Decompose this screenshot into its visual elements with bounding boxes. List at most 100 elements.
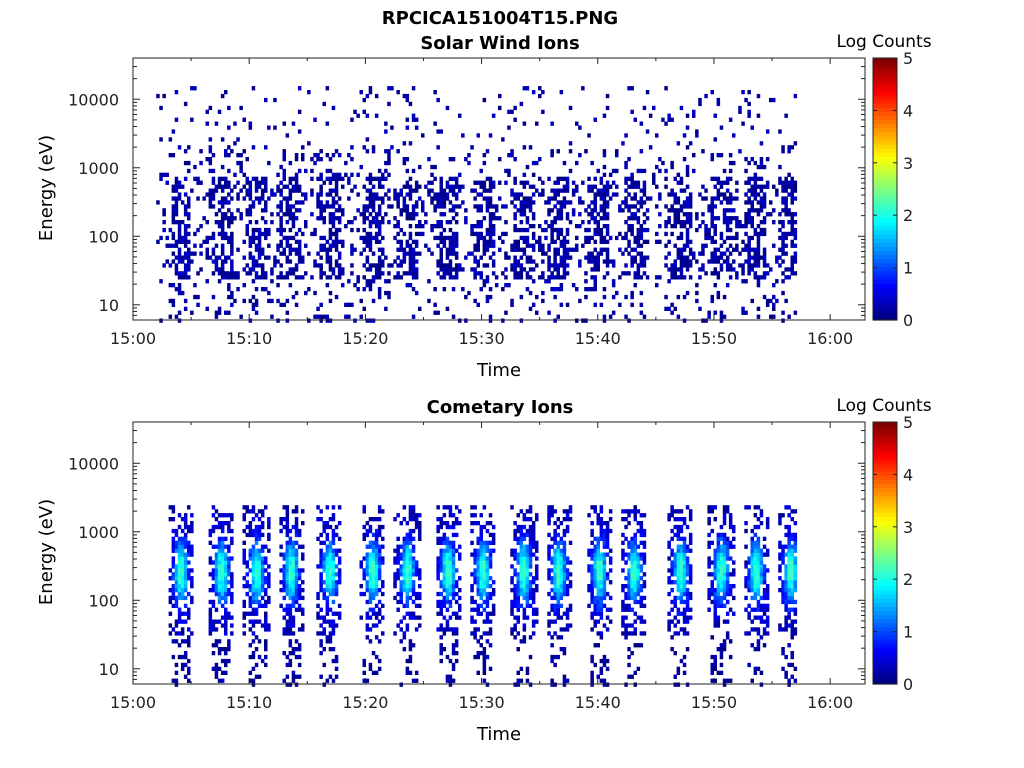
heatmap-cell	[322, 101, 326, 107]
heatmap-cell	[571, 212, 576, 217]
heatmap-cell	[590, 591, 594, 597]
heatmap-cell	[291, 615, 296, 620]
heatmap-cell	[257, 576, 262, 581]
heatmap-cell	[605, 200, 610, 205]
heatmap-cell	[159, 176, 163, 181]
heatmap-cell	[504, 251, 508, 256]
heatmap-cell	[485, 227, 490, 233]
heatmap-cell	[405, 532, 410, 538]
colorbar-tick-label: 1	[903, 259, 913, 278]
heatmap-cell	[590, 208, 594, 213]
heatmap-cell	[294, 552, 299, 557]
heatmap-cell	[325, 639, 330, 644]
heatmap-cell	[264, 599, 268, 605]
heatmap-cell	[482, 216, 487, 221]
heatmap-cell	[334, 584, 339, 589]
heatmap-cell	[251, 267, 256, 272]
heatmap-cell	[405, 595, 410, 601]
heatmap-cell	[436, 524, 440, 530]
heatmap-cell	[744, 224, 748, 229]
heatmap-cell	[316, 615, 320, 620]
heatmap-cell	[599, 564, 604, 569]
heatmap-cell	[230, 623, 234, 628]
heatmap-cell	[214, 314, 219, 319]
heatmap-cell	[365, 149, 370, 154]
heatmap-cell	[559, 560, 564, 565]
heatmap-cell	[183, 544, 188, 549]
heatmap-cell	[288, 568, 293, 573]
heatmap-cell	[279, 275, 283, 280]
heatmap-cell	[418, 532, 422, 538]
heatmap-cell	[713, 137, 717, 142]
heatmap-cell	[251, 666, 256, 671]
heatmap-cell	[427, 180, 431, 185]
heatmap-cell	[605, 224, 610, 229]
heatmap-cell	[224, 196, 228, 201]
heatmap-cell	[442, 548, 447, 553]
heatmap-cell	[337, 615, 342, 620]
heatmap-cell	[701, 263, 705, 268]
heatmap-cell	[559, 176, 564, 181]
heatmap-cell	[605, 216, 610, 221]
heatmap-cell	[611, 279, 616, 284]
heatmap-cell	[605, 93, 610, 99]
heatmap-cell	[722, 212, 727, 217]
heatmap-cell	[528, 224, 533, 229]
heatmap-cell	[550, 275, 554, 280]
heatmap-cell	[285, 513, 290, 518]
heatmap-cell	[445, 255, 450, 260]
heatmap-cell	[374, 611, 379, 616]
heatmap-cell	[485, 528, 490, 534]
heatmap-cell	[744, 168, 748, 174]
heatmap-cell	[784, 208, 788, 213]
heatmap-cell	[328, 584, 333, 589]
heatmap-cell	[473, 521, 477, 526]
heatmap-cell	[319, 216, 323, 221]
heatmap-cell	[667, 216, 671, 221]
heatmap-cell	[267, 627, 271, 632]
heatmap-cell	[522, 560, 527, 565]
heatmap-cell	[288, 658, 293, 664]
heatmap-cell	[374, 564, 379, 569]
heatmap-cell	[602, 247, 607, 252]
heatmap-cell	[254, 287, 259, 292]
heatmap-cell	[593, 619, 597, 624]
heatmap-cell	[304, 168, 308, 174]
heatmap-cell	[177, 643, 182, 648]
heatmap-cell	[442, 631, 447, 636]
heatmap-cell	[279, 208, 283, 213]
heatmap-cell	[652, 176, 656, 181]
heatmap-cell	[294, 572, 299, 577]
heatmap-cell	[593, 287, 597, 292]
heatmap-cell	[328, 220, 333, 225]
heatmap-cell	[713, 271, 717, 276]
heatmap-cell	[239, 153, 243, 158]
heatmap-cell	[436, 568, 440, 573]
colorbar-swatch	[873, 238, 897, 243]
heatmap-cell	[180, 220, 185, 225]
heatmap-cell	[180, 200, 185, 205]
heatmap-cell	[374, 196, 379, 201]
heatmap-cell	[565, 591, 570, 597]
heatmap-cell	[535, 239, 539, 244]
heatmap-cell	[224, 651, 228, 656]
heatmap-cell	[679, 231, 684, 237]
heatmap-cell	[310, 275, 314, 280]
heatmap-cell	[257, 591, 262, 597]
heatmap-cell	[242, 505, 246, 510]
heatmap-cell	[550, 509, 554, 514]
heatmap-cell	[445, 572, 450, 577]
heatmap-cell	[371, 576, 376, 581]
heatmap-cell	[504, 168, 508, 174]
heatmap-cell	[208, 149, 213, 154]
heatmap-cell	[230, 536, 234, 541]
heatmap-cell	[205, 235, 209, 241]
heatmap-cell	[294, 184, 299, 189]
heatmap-cell	[331, 540, 336, 545]
heatmap-cell	[418, 231, 422, 237]
heatmap-cell	[313, 160, 317, 166]
heatmap-cell	[593, 544, 597, 549]
heatmap-cell	[230, 220, 234, 225]
heatmap-cell	[525, 287, 530, 292]
heatmap-cell	[728, 227, 733, 233]
